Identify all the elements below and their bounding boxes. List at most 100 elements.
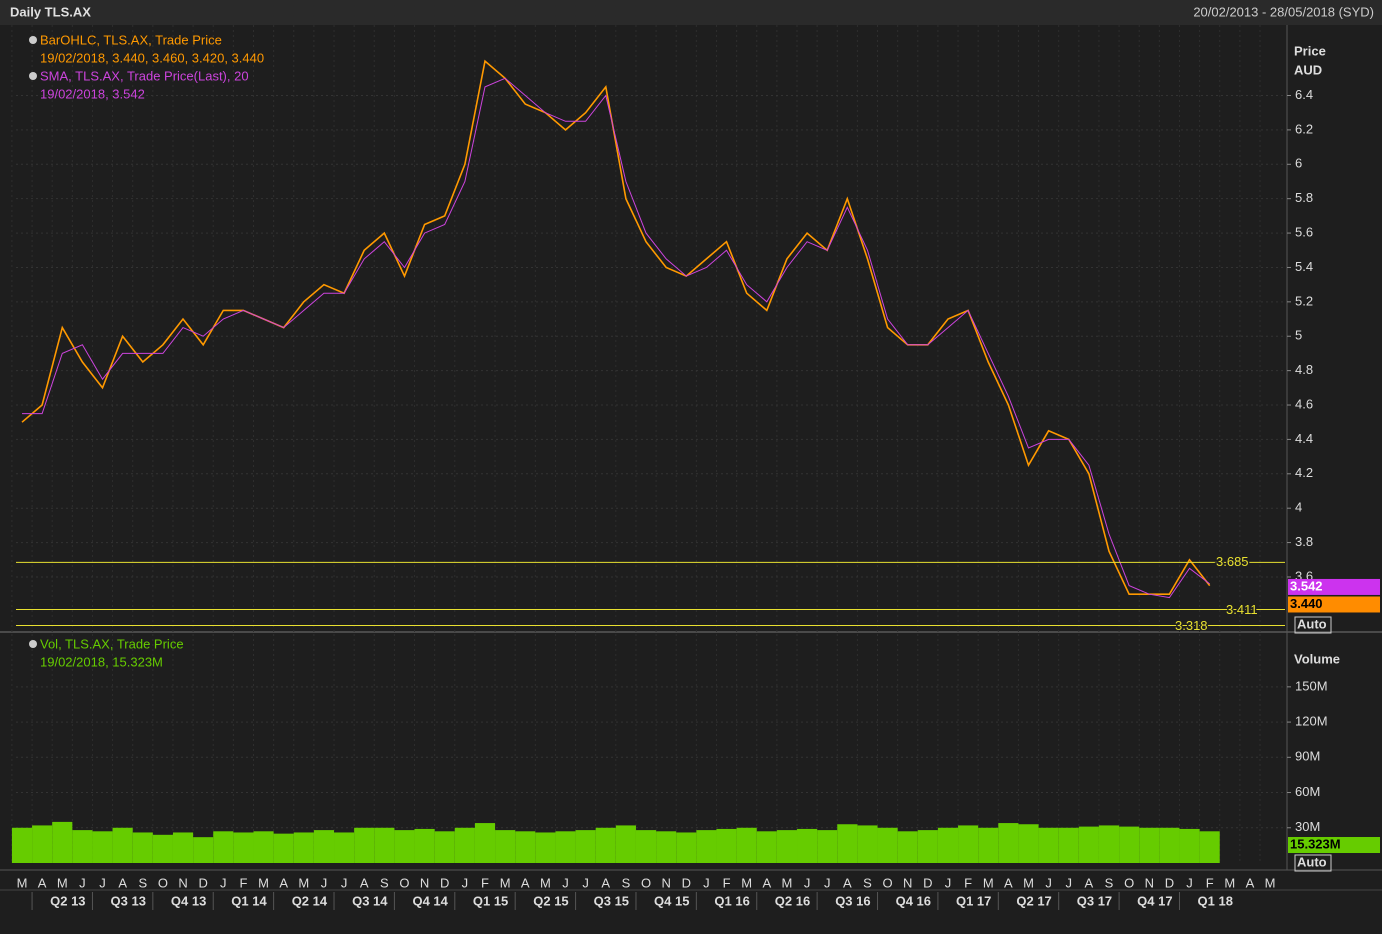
y-tick-label: 6.2 — [1295, 121, 1313, 136]
volume-bar — [696, 830, 717, 863]
quarter-label: Q3 13 — [111, 893, 146, 908]
volume-bar — [877, 827, 898, 863]
header-title: Daily TLS.AX — [10, 4, 91, 19]
volume-bar — [615, 825, 636, 863]
month-label: S — [138, 875, 147, 890]
y-tick-label: 120M — [1295, 714, 1328, 729]
volume-bar — [595, 827, 616, 863]
month-label: D — [682, 875, 691, 890]
month-label: O — [641, 875, 651, 890]
volume-bar — [797, 828, 818, 863]
month-label: F — [1206, 875, 1214, 890]
month-label: J — [1045, 875, 1052, 890]
month-label: D — [198, 875, 207, 890]
volume-bar — [11, 827, 33, 863]
y-tick-label: 60M — [1295, 784, 1320, 799]
y-tick-label: 5.4 — [1295, 259, 1313, 274]
y-tick-label: 4.4 — [1295, 431, 1313, 446]
volume-bar — [837, 824, 858, 863]
header-range: 20/02/2013 - 28/05/2018 (SYD) — [1193, 4, 1374, 19]
volume-bar — [72, 830, 93, 863]
month-label: F — [723, 875, 731, 890]
month-label: M — [1224, 875, 1235, 890]
level-label: 3.318 — [1175, 618, 1208, 633]
volume-bar — [354, 827, 375, 863]
scale-mode-box — [1294, 854, 1332, 872]
level-label: 3.685 — [1216, 554, 1249, 569]
legend-detail: 19/02/2018, 3.440, 3.460, 3.420, 3.440 — [40, 50, 264, 65]
month-label: A — [279, 875, 288, 890]
volume-bar — [1058, 827, 1079, 863]
volume-bar — [937, 827, 959, 863]
price-line — [21, 59, 1211, 595]
month-label: S — [380, 875, 389, 890]
month-label: J — [804, 875, 811, 890]
scale-mode-box — [1294, 616, 1332, 634]
legend-name: Vol, TLS.AX, Trade Price — [40, 636, 184, 651]
y-tick-label: 4.8 — [1295, 362, 1313, 377]
month-label: F — [481, 875, 489, 890]
volume-bar — [1038, 827, 1059, 863]
month-label: M — [57, 875, 68, 890]
month-label: J — [99, 875, 106, 890]
month-label: A — [521, 875, 530, 890]
volume-bar — [213, 831, 234, 863]
month-label: J — [321, 875, 328, 890]
volume-bar — [535, 832, 556, 863]
y-tick-label: 3.8 — [1295, 534, 1313, 549]
volume-bar — [474, 823, 496, 863]
month-label: N — [661, 875, 670, 890]
value-marker — [1288, 837, 1380, 854]
volume-bar — [1098, 825, 1120, 863]
month-label: M — [983, 875, 994, 890]
volume-bar — [374, 827, 395, 863]
volume-bar — [897, 831, 918, 863]
legend-icon — [29, 640, 37, 648]
month-label: J — [1066, 875, 1073, 890]
month-label: O — [399, 875, 409, 890]
month-label: M — [741, 875, 752, 890]
month-label: J — [220, 875, 227, 890]
volume-bar — [555, 831, 576, 863]
volume-bar — [635, 830, 657, 863]
month-label: A — [762, 875, 771, 890]
quarter-label: Q2 16 — [775, 893, 810, 908]
volume-bar — [394, 830, 415, 863]
legend-detail: 19/02/2018, 15.323M — [40, 654, 163, 669]
month-label: A — [601, 875, 610, 890]
price-line — [22, 77, 1211, 599]
month-label: O — [1124, 875, 1134, 890]
month-label: M — [1023, 875, 1034, 890]
quarter-label: Q4 15 — [654, 893, 689, 908]
volume-bar — [112, 827, 133, 863]
volume-bar — [495, 830, 516, 863]
legend-detail: 19/02/2018, 3.542 — [40, 86, 145, 101]
volume-bar — [193, 837, 214, 863]
value-marker-label: 3.440 — [1290, 596, 1323, 611]
month-label: F — [239, 875, 247, 890]
volume-bar — [454, 827, 475, 863]
volume-bar — [1199, 831, 1220, 863]
volume-bar — [1139, 827, 1160, 863]
y-tick-label: 4.2 — [1295, 465, 1313, 480]
quarter-label: Q3 14 — [352, 893, 388, 908]
month-label: J — [703, 875, 710, 890]
month-label: D — [440, 875, 449, 890]
quarter-label: Q1 14 — [231, 893, 267, 908]
volume-bar — [736, 827, 757, 863]
value-marker-label: 15.323M — [1290, 836, 1341, 851]
scale-mode: Auto — [1297, 616, 1327, 631]
axis-title: Volume — [1294, 651, 1340, 666]
volume-bar — [1078, 826, 1099, 863]
level-label: 3.411 — [1226, 602, 1258, 617]
volume-bar — [756, 831, 777, 863]
volume-bar — [575, 830, 596, 863]
month-label: A — [1246, 875, 1255, 890]
y-tick-label: 5.6 — [1295, 225, 1313, 240]
legend-icon — [29, 72, 37, 80]
quarter-label: Q3 15 — [594, 893, 629, 908]
volume-bar — [253, 831, 274, 863]
y-tick-label: 4.6 — [1295, 396, 1313, 411]
value-marker-label: 3.542 — [1290, 578, 1323, 593]
